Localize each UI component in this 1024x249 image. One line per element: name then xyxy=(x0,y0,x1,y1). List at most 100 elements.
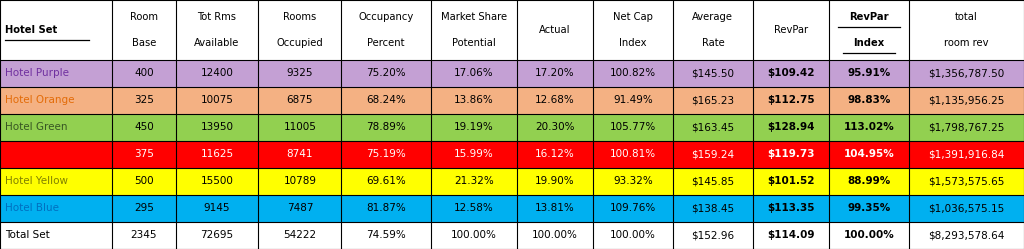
Text: Potential: Potential xyxy=(452,38,496,48)
Text: 99.35%: 99.35% xyxy=(847,203,891,213)
Text: 13.86%: 13.86% xyxy=(454,95,494,105)
Text: 95.91%: 95.91% xyxy=(847,68,891,78)
Text: $1,798,767.25: $1,798,767.25 xyxy=(929,122,1005,132)
Text: 12.68%: 12.68% xyxy=(535,95,574,105)
Text: 68.24%: 68.24% xyxy=(367,95,407,105)
Text: Actual: Actual xyxy=(540,25,570,35)
Text: Index: Index xyxy=(853,38,885,48)
Text: Rate: Rate xyxy=(701,38,724,48)
Text: Hotel Yellow: Hotel Yellow xyxy=(5,176,69,187)
Text: Tot Rms: Tot Rms xyxy=(198,12,237,22)
Text: 12.58%: 12.58% xyxy=(454,203,494,213)
Text: 11625: 11625 xyxy=(201,149,233,159)
Text: $1,391,916.84: $1,391,916.84 xyxy=(929,149,1005,159)
Text: 75.20%: 75.20% xyxy=(367,68,406,78)
Text: Market Share: Market Share xyxy=(441,12,507,22)
Text: 72695: 72695 xyxy=(201,231,233,241)
Text: 325: 325 xyxy=(134,95,154,105)
Text: $1,356,787.50: $1,356,787.50 xyxy=(929,68,1005,78)
Text: 450: 450 xyxy=(134,122,154,132)
Text: 74.59%: 74.59% xyxy=(367,231,407,241)
Text: Rooms: Rooms xyxy=(284,12,316,22)
Text: room rev: room rev xyxy=(944,38,989,48)
Text: 10075: 10075 xyxy=(201,95,233,105)
Text: 9145: 9145 xyxy=(204,203,230,213)
Text: 13.81%: 13.81% xyxy=(535,203,574,213)
Text: $113.35: $113.35 xyxy=(767,203,815,213)
Text: 11005: 11005 xyxy=(284,122,316,132)
Text: $8,293,578.64: $8,293,578.64 xyxy=(929,231,1005,241)
Bar xyxy=(0,0,1024,60)
Text: 6875: 6875 xyxy=(287,95,313,105)
Text: 7487: 7487 xyxy=(287,203,313,213)
Text: 17.06%: 17.06% xyxy=(455,68,494,78)
Text: 400: 400 xyxy=(134,68,154,78)
Text: Net Cap: Net Cap xyxy=(613,12,653,22)
Text: 113.02%: 113.02% xyxy=(844,122,894,132)
Text: 100.00%: 100.00% xyxy=(451,231,497,241)
Text: Hotel Purple: Hotel Purple xyxy=(5,68,70,78)
Text: $159.24: $159.24 xyxy=(691,149,734,159)
Bar xyxy=(0,195,1024,222)
Text: 500: 500 xyxy=(134,176,154,187)
Text: $109.42: $109.42 xyxy=(767,68,815,78)
Text: 100.00%: 100.00% xyxy=(610,231,655,241)
Text: 100.82%: 100.82% xyxy=(610,68,656,78)
Text: 10789: 10789 xyxy=(284,176,316,187)
Text: $119.73: $119.73 xyxy=(767,149,815,159)
Text: Occupied: Occupied xyxy=(276,38,324,48)
Text: 15500: 15500 xyxy=(201,176,233,187)
Text: $152.96: $152.96 xyxy=(691,231,734,241)
Text: RevPar: RevPar xyxy=(774,25,808,35)
Text: Room: Room xyxy=(130,12,158,22)
Text: 109.76%: 109.76% xyxy=(610,203,656,213)
Text: Total Set: Total Set xyxy=(5,231,50,241)
Bar xyxy=(0,60,1024,87)
Text: 19.90%: 19.90% xyxy=(536,176,574,187)
Text: Average: Average xyxy=(692,12,733,22)
Text: 104.95%: 104.95% xyxy=(844,149,894,159)
Text: 19.19%: 19.19% xyxy=(454,122,494,132)
Text: $1,573,575.65: $1,573,575.65 xyxy=(929,176,1005,187)
Text: Hotel Blue: Hotel Blue xyxy=(5,203,59,213)
Text: 93.32%: 93.32% xyxy=(613,176,653,187)
Bar xyxy=(0,114,1024,141)
Text: $1,036,575.15: $1,036,575.15 xyxy=(929,203,1005,213)
Text: 20.30%: 20.30% xyxy=(536,122,574,132)
Text: Hotel Orange: Hotel Orange xyxy=(5,95,75,105)
Text: Available: Available xyxy=(195,38,240,48)
Text: 9325: 9325 xyxy=(287,68,313,78)
Text: Hotel Set: Hotel Set xyxy=(5,25,57,35)
Text: $101.52: $101.52 xyxy=(767,176,815,187)
Text: $128.94: $128.94 xyxy=(767,122,815,132)
Text: 54222: 54222 xyxy=(284,231,316,241)
Text: Occupancy: Occupancy xyxy=(358,12,414,22)
Text: $163.45: $163.45 xyxy=(691,122,734,132)
Text: Percent: Percent xyxy=(368,38,404,48)
Text: 91.49%: 91.49% xyxy=(613,95,653,105)
Text: total: total xyxy=(955,12,978,22)
Text: $145.50: $145.50 xyxy=(691,68,734,78)
Bar xyxy=(0,168,1024,195)
Text: $165.23: $165.23 xyxy=(691,95,734,105)
Bar xyxy=(0,222,1024,249)
Text: Base: Base xyxy=(132,38,156,48)
Text: 69.61%: 69.61% xyxy=(367,176,407,187)
Text: 8741: 8741 xyxy=(287,149,313,159)
Text: 16.12%: 16.12% xyxy=(535,149,574,159)
Text: $145.85: $145.85 xyxy=(691,176,734,187)
Text: 81.87%: 81.87% xyxy=(367,203,407,213)
Text: $112.75: $112.75 xyxy=(767,95,815,105)
Text: 98.83%: 98.83% xyxy=(847,95,891,105)
Text: Hotel Green: Hotel Green xyxy=(5,122,68,132)
Text: 375: 375 xyxy=(134,149,154,159)
Text: 100.00%: 100.00% xyxy=(532,231,578,241)
Text: $138.45: $138.45 xyxy=(691,203,734,213)
Text: Hotel Red: Hotel Red xyxy=(5,149,55,159)
Text: 100.00%: 100.00% xyxy=(844,231,894,241)
Text: $1,135,956.25: $1,135,956.25 xyxy=(929,95,1005,105)
Bar xyxy=(0,87,1024,114)
Text: 295: 295 xyxy=(134,203,154,213)
Text: 15.99%: 15.99% xyxy=(454,149,494,159)
Text: 88.99%: 88.99% xyxy=(847,176,891,187)
